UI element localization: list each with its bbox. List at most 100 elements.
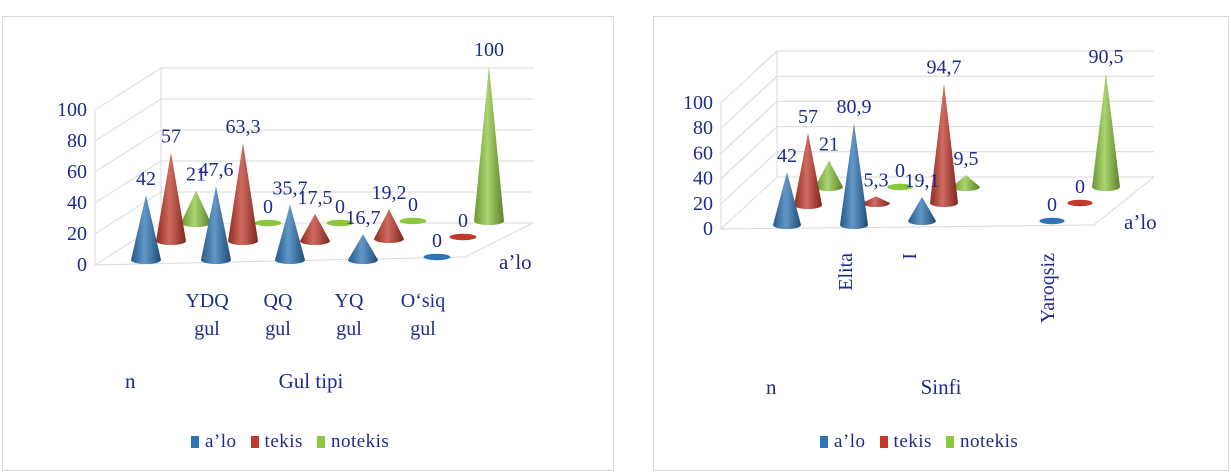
legend-swatch (250, 436, 259, 448)
x-axis-title: Gul tipi (279, 369, 344, 393)
data-label: 19,1 (905, 170, 940, 192)
gridline-diagonal (94, 129, 162, 173)
cone-body (474, 66, 504, 225)
cone-base (887, 183, 913, 191)
cone-mark (374, 209, 404, 243)
x-tick-label: I (899, 253, 921, 260)
y-tick-label: 80 (693, 117, 713, 139)
x-axis-title: Sinfi (921, 375, 962, 399)
cone-mark (1092, 72, 1120, 191)
data-label: 90,5 (1089, 46, 1124, 68)
legend-swatch (879, 436, 888, 448)
cone-body (815, 160, 843, 191)
gridline-diagonal (94, 160, 162, 204)
legend-swatch (820, 436, 828, 448)
cone-body (131, 194, 161, 264)
data-label: 19,2 (372, 182, 407, 204)
cone-body (348, 234, 378, 264)
chart-panel-sinfi: 0 20 40 60 80 100 21 0 9,5 90,5 57 5,3 94,7 0 42 80,9 19… (653, 16, 1229, 471)
data-label: 16,7 (346, 207, 381, 229)
cone-mark (1067, 199, 1093, 207)
cone-mark (908, 196, 936, 225)
cone-mark (887, 183, 913, 191)
legend-label: tekis (264, 431, 303, 452)
x-tick-label: YDQ gul (185, 290, 229, 340)
cone-mark (326, 219, 354, 227)
cone-mark (862, 196, 890, 207)
cone-mark (773, 172, 801, 229)
data-label: 0 (408, 194, 418, 216)
data-label: 21 (186, 163, 206, 185)
legend-label: a’lo (205, 431, 237, 452)
legend: a’lo tekis notekis (820, 431, 1018, 453)
floor-edge (464, 222, 534, 258)
gridline-diagonal (94, 98, 162, 142)
cone-base (423, 253, 451, 261)
data-label: 21 (819, 134, 839, 156)
cone-mark (930, 83, 958, 207)
cone-mark (840, 123, 868, 229)
data-label: 100 (474, 39, 504, 61)
gridline-diagonal (720, 50, 778, 104)
y-tick-label: 60 (693, 142, 713, 164)
cone-body (374, 209, 404, 243)
y-tick-label: 80 (67, 130, 87, 152)
cone-mark (952, 175, 980, 191)
cone-base (1067, 199, 1093, 207)
cone-mark (228, 142, 258, 245)
gridline-diagonal (720, 151, 778, 205)
data-label: 57 (798, 106, 818, 128)
legend-item-notekis: notekis (945, 431, 1019, 453)
y-tick-label: 40 (693, 168, 713, 190)
gridline-diagonal (94, 191, 162, 235)
data-label: 42 (777, 145, 797, 167)
data-label: 9,5 (954, 148, 979, 170)
cone-mark (449, 233, 477, 241)
cone-body (862, 196, 890, 207)
legend-swatch (316, 436, 325, 448)
cone-mark (201, 186, 231, 264)
data-label: 0 (1047, 194, 1057, 216)
y-tick-label: 100 (683, 92, 713, 114)
cone-mark (474, 66, 504, 225)
cone-body (156, 152, 186, 245)
legend-label: notekis (959, 431, 1019, 452)
cone-mark (131, 194, 161, 264)
x-tick-label: Yaroqsiz (1037, 253, 1059, 323)
legend-item-alo: a’lo (820, 431, 866, 453)
cone-mark (156, 152, 186, 245)
legend-label: notekis (330, 431, 390, 452)
gridline-diagonal (94, 67, 162, 111)
cone-mark (300, 213, 330, 245)
y-tick-label: 20 (67, 223, 87, 245)
cone-body (300, 213, 330, 245)
legend-label: tekis (893, 431, 932, 452)
cone-mark (254, 219, 282, 227)
legend-item-tekis: tekis (879, 431, 932, 453)
data-label: 42 (136, 168, 156, 190)
x-tick-label: O‘siq gul (401, 290, 445, 340)
x-tick-label: YQ gul (335, 290, 364, 340)
cone-mark (423, 253, 451, 261)
cone-base (1039, 217, 1065, 225)
legend-item-alo: a’lo (191, 431, 237, 453)
data-label: 0 (458, 210, 468, 232)
cone-body (773, 172, 801, 229)
data-label: 0 (263, 196, 273, 218)
cone-body (930, 83, 958, 207)
y-tick-label: 20 (693, 193, 713, 215)
x-tick-label: QQ gul (264, 290, 293, 340)
cone-mark (815, 160, 843, 191)
gridline-diagonal (720, 126, 778, 179)
data-label: 17,5 (298, 187, 333, 209)
gridline-diagonal (720, 75, 778, 129)
data-label: 0 (432, 230, 442, 252)
data-label: 5,3 (864, 169, 889, 191)
cone-mark (794, 133, 822, 209)
y-tick-label: 0 (77, 254, 87, 276)
y-tick-label: 0 (703, 218, 713, 240)
x-axis-prefix: n (766, 375, 777, 399)
cone-body (275, 204, 305, 264)
chart-sinfi: 0 20 40 60 80 100 21 0 9,5 90,5 57 5,3 94,7 0 42 80,9 19… (683, 46, 1157, 399)
